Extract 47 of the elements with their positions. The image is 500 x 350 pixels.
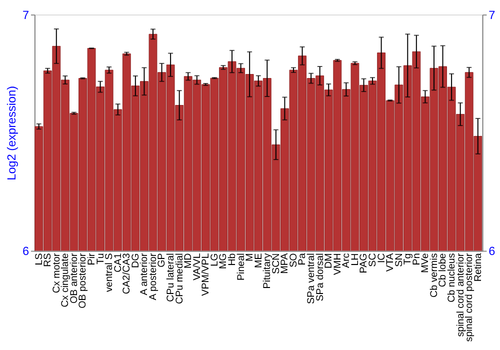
x-tick-label: DG bbox=[130, 253, 142, 268]
x-tick-label: CA2/CA3 bbox=[122, 252, 133, 294]
x-tick-label: VMH bbox=[332, 253, 344, 276]
x-tick-label: Pineal bbox=[236, 253, 247, 281]
x-tick-label: Retina bbox=[472, 252, 484, 282]
y2-tick-label: 6 bbox=[488, 244, 496, 258]
x-tick-label: Cb nucleus bbox=[446, 253, 458, 302]
x-tick-label: spinal cord posterior bbox=[464, 252, 476, 342]
x-tick-label: GP bbox=[156, 252, 168, 268]
x-tick-label: Tu bbox=[95, 253, 106, 264]
x-tick-label: Hb bbox=[226, 252, 238, 266]
x-tick-label: CA1 bbox=[112, 253, 124, 272]
x-tick-label: A posterior bbox=[148, 252, 159, 300]
x-tick-label: Pituitary bbox=[262, 253, 274, 289]
x-tick-label: M bbox=[244, 253, 256, 262]
x-tick-label: Cx cingulate bbox=[60, 252, 72, 308]
x-tick-label: LG bbox=[209, 253, 220, 266]
y2-tick-label: 7 bbox=[488, 8, 496, 22]
x-tick-label: SCN bbox=[270, 253, 282, 274]
x-tick-label: Pir bbox=[86, 252, 98, 266]
x-tick-label: SO bbox=[288, 252, 300, 268]
x-tick-label: ventral S bbox=[104, 252, 116, 292]
x-tick-label: PAG bbox=[358, 253, 370, 274]
x-tick-label: Cb vermis bbox=[428, 253, 440, 298]
x-tick-label: ME bbox=[253, 252, 264, 268]
x-tick-label: SN bbox=[394, 253, 405, 267]
x-tick-label: IC bbox=[376, 253, 388, 264]
x-tick-label: OB anterior bbox=[68, 252, 80, 304]
x-tick-label: A anterior bbox=[139, 252, 150, 296]
x-tick-label: MPA bbox=[280, 252, 291, 274]
x-tick-label: Tg bbox=[402, 253, 414, 265]
y-axis-title: Log2 (expression) bbox=[4, 86, 19, 180]
x-tick-label: spinal cord anterior bbox=[455, 252, 466, 337]
x-tick-label: LS bbox=[34, 252, 45, 266]
x-tick-label: DM bbox=[324, 253, 335, 269]
x-tick-label: CPu medial bbox=[174, 253, 186, 304]
x-tick-label: Pn bbox=[411, 253, 422, 266]
x-tick-label: Cb lobe bbox=[438, 252, 449, 288]
x-tick-label: VPM/VPL bbox=[200, 252, 212, 296]
x-tick-label: VTA bbox=[385, 252, 396, 272]
x-tick-label: MVe bbox=[420, 252, 432, 273]
x-tick-label: OB posterior bbox=[78, 252, 89, 308]
x-tick-label: Arc bbox=[341, 253, 352, 268]
x-tick-label: RS bbox=[42, 252, 54, 267]
x-tick-label: LH bbox=[350, 253, 361, 266]
x-tick-label: SPa dorsal bbox=[314, 253, 326, 302]
x-tick-label: SC bbox=[367, 253, 378, 267]
